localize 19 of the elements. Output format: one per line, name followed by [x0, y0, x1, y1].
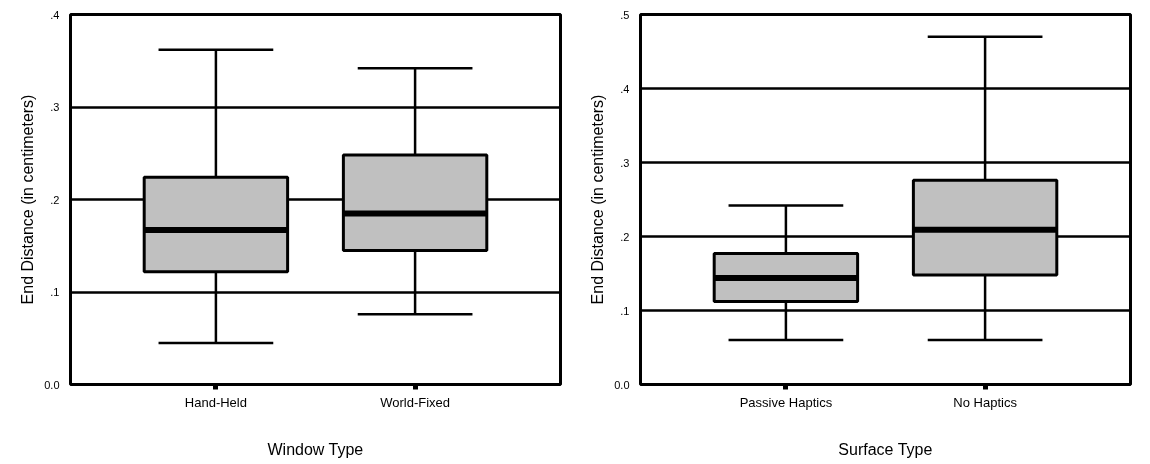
- y-tick-label: .2: [50, 193, 60, 206]
- y-tick-label: .1: [620, 304, 630, 317]
- x-tick-label: No Haptics: [953, 394, 1018, 410]
- y-tick-label: .4: [620, 82, 630, 95]
- y-axis-title: End Distance (in centimeters): [19, 94, 37, 305]
- x-tick-label: World-Fixed: [380, 394, 451, 410]
- y-tick-label: .2: [620, 230, 630, 243]
- y-tick-label: .4: [50, 8, 60, 21]
- x-axis-title: Surface Type: [838, 440, 933, 458]
- y-tick-label: .3: [620, 156, 630, 169]
- y-tick-label: 0.0: [614, 378, 630, 391]
- y-axis-title: End Distance (in centimeters): [589, 94, 607, 305]
- x-tick-label: Passive Haptics: [739, 394, 833, 410]
- y-tick-label: .3: [50, 101, 60, 113]
- y-tick-label: .5: [620, 8, 630, 21]
- x-axis-title: Window Type: [267, 440, 364, 458]
- y-tick-label: .1: [50, 286, 60, 298]
- x-tick-label: Hand-Held: [184, 394, 247, 410]
- y-tick-label: 0.0: [44, 378, 60, 391]
